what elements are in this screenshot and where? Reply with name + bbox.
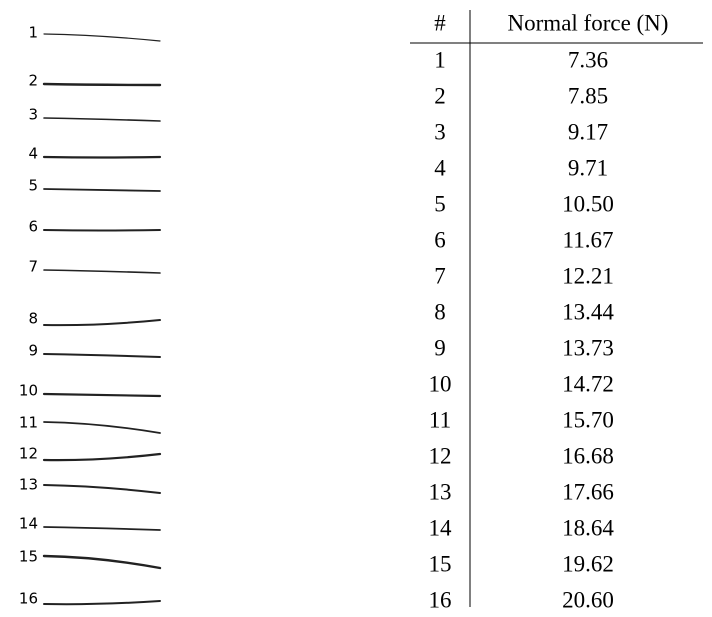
- stroke-label: 3: [28, 106, 38, 124]
- table-cell: 13: [429, 479, 452, 504]
- table-cell: 10.50: [562, 191, 614, 216]
- table-cell: 5: [434, 191, 446, 216]
- stroke-sample: [44, 320, 160, 325]
- stroke-label: 10: [19, 382, 38, 400]
- table-cell: 7.36: [568, 47, 608, 72]
- figure: 12345678910111213141516#Normal force (N)…: [0, 0, 712, 617]
- stroke-sample: [44, 157, 160, 158]
- stroke-sample: [44, 601, 160, 604]
- stroke-sample: [44, 556, 160, 568]
- stroke-sample: [44, 422, 160, 433]
- stroke-label: 12: [19, 445, 38, 463]
- stroke-label: 5: [28, 177, 38, 195]
- table-cell: 16: [429, 587, 452, 612]
- stroke-sample: [44, 118, 160, 121]
- stroke-sample: [44, 230, 160, 231]
- stroke-sample: [44, 394, 160, 396]
- table-cell: 7: [434, 263, 446, 288]
- table-cell: 12: [429, 443, 452, 468]
- stroke-label: 4: [28, 145, 38, 163]
- stroke-sample: [44, 34, 160, 41]
- table-cell: 10: [429, 371, 452, 396]
- table-cell: 4: [434, 155, 446, 180]
- table-cell: 15.70: [562, 407, 614, 432]
- table-cell: 13.73: [562, 335, 614, 360]
- table-cell: 8: [434, 299, 446, 324]
- table-cell: 20.60: [562, 587, 614, 612]
- table-cell: 1: [434, 47, 446, 72]
- table-cell: 11: [429, 407, 451, 432]
- table-cell: 7.85: [568, 83, 608, 108]
- stroke-label: 16: [19, 590, 38, 608]
- table-cell: 19.62: [562, 551, 614, 576]
- stroke-sample: [44, 485, 160, 493]
- header-cell: Normal force (N): [508, 10, 669, 35]
- stroke-label: 8: [28, 310, 38, 328]
- table-cell: 17.66: [562, 479, 614, 504]
- table-cell: 3: [434, 119, 446, 144]
- table-cell: 2: [434, 83, 446, 108]
- stroke-sample: [44, 84, 160, 85]
- table-cell: 18.64: [562, 515, 614, 540]
- table-cell: 16.68: [562, 443, 614, 468]
- table-cell: 9.71: [568, 155, 608, 180]
- stroke-sample: [44, 189, 160, 191]
- stroke-label: 14: [19, 515, 38, 533]
- table-cell: 14: [429, 515, 453, 540]
- header-cell: #: [434, 10, 446, 35]
- stroke-label: 9: [28, 342, 38, 360]
- stroke-sample: [44, 354, 160, 357]
- stroke-sample: [44, 527, 160, 530]
- table-cell: 15: [429, 551, 452, 576]
- table-cell: 13.44: [562, 299, 614, 324]
- stroke-label: 11: [19, 414, 38, 432]
- stroke-sample: [44, 454, 160, 460]
- stroke-label: 1: [28, 24, 38, 42]
- table-cell: 11.67: [563, 227, 614, 252]
- table-cell: 14.72: [562, 371, 614, 396]
- table-cell: 12.21: [562, 263, 614, 288]
- stroke-label: 7: [28, 258, 38, 276]
- table-cell: 9.17: [568, 119, 608, 144]
- table-cell: 9: [434, 335, 446, 360]
- stroke-label: 13: [19, 476, 38, 494]
- table-cell: 6: [434, 227, 446, 252]
- stroke-label: 6: [28, 218, 38, 236]
- stroke-label: 15: [19, 548, 38, 566]
- stroke-sample: [44, 270, 160, 273]
- stroke-label: 2: [28, 72, 38, 90]
